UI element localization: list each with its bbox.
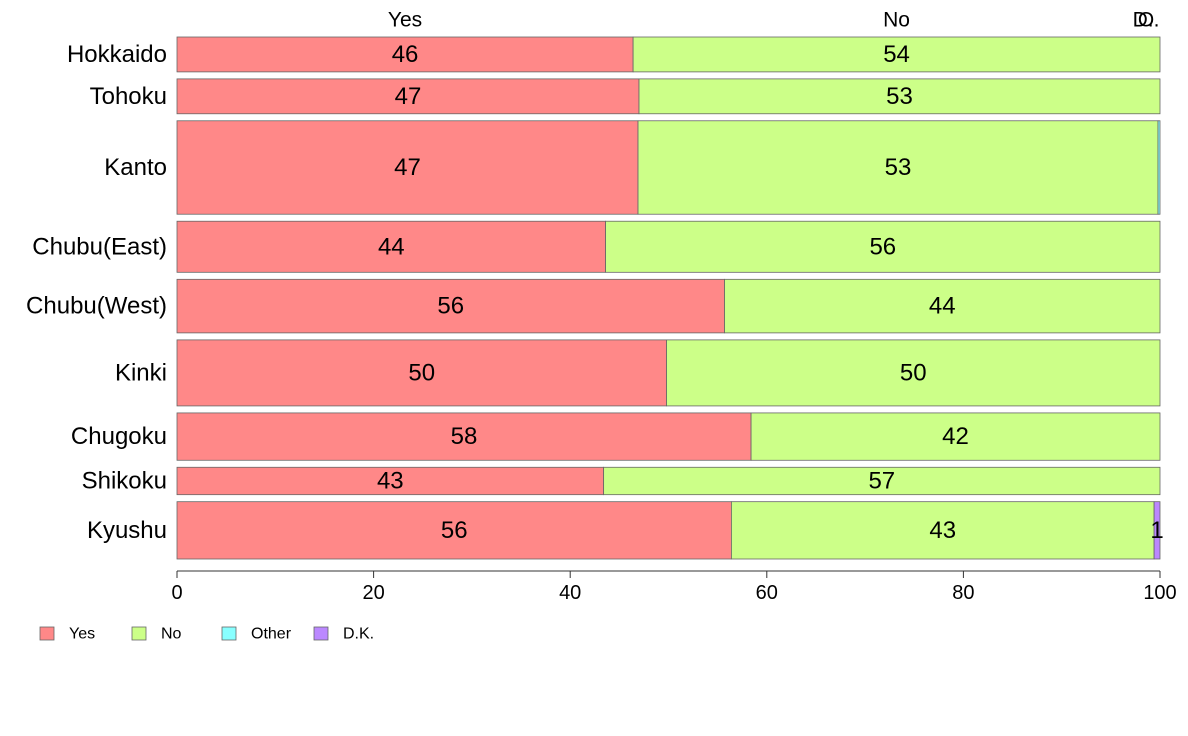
bars: 46 54 47 53 47 53 44 56 56 44 50 50 58 42 43 57 56 43 1: [176, 36, 1164, 560]
data-label-yes-8: 43: [377, 467, 404, 494]
category-label-8: Shikoku: [82, 467, 167, 494]
legend-label-1: Yes: [69, 626, 95, 643]
category-label-5: Chubu(West): [26, 293, 167, 320]
bar-yes-3: [176, 120, 639, 215]
data-label-yes-2: 47: [395, 83, 422, 110]
x-tick-label-2: 20: [362, 582, 384, 604]
data-label-no-6: 50: [900, 359, 927, 386]
bar-no-4: [605, 220, 1161, 273]
legend-label-3: Other: [251, 626, 292, 643]
bar-yes-5: [176, 278, 725, 334]
category-label-1: Hokkaido: [67, 41, 167, 68]
x-tick-label-3: 40: [559, 582, 581, 604]
data-label-yes-6: 50: [408, 359, 435, 386]
top-label-4: D..: [1133, 9, 1160, 32]
x-tick-label-6: 100: [1143, 582, 1176, 604]
category-label-7: Chugoku: [71, 423, 167, 450]
top-label-2: No: [883, 9, 910, 32]
top-category-labels: Yes No OD..: [388, 9, 1159, 32]
x-axis: 0 20 40 60 80 100: [171, 570, 1177, 604]
legend-swatch-3: [221, 626, 237, 641]
data-label-yes-5: 56: [437, 293, 464, 320]
x-tick-label-5: 80: [952, 582, 974, 604]
legend-label-2: No: [161, 626, 182, 643]
category-labels: Hokkaido Tohoku Kanto Chubu(East) Chubu(West…: [26, 41, 167, 544]
bar-yes-7: [176, 412, 752, 461]
data-label-no-9: 43: [929, 517, 956, 544]
legend-swatch-4: [313, 626, 329, 641]
bar-no-1: [632, 36, 1161, 73]
data-label-dk-9: 1: [1150, 517, 1163, 544]
bar-no-9: [731, 501, 1155, 560]
data-label-yes-9: 56: [441, 517, 468, 544]
data-label-yes-4: 44: [378, 233, 405, 260]
top-label-1: Yes: [388, 9, 422, 32]
bar-no-3: [637, 120, 1159, 215]
category-label-3: Kanto: [104, 154, 167, 181]
category-label-4: Chubu(East): [32, 233, 167, 260]
data-label-no-5: 44: [929, 293, 956, 320]
bar-no-2: [638, 78, 1161, 115]
data-label-no-3: 53: [885, 154, 912, 181]
bar-no-6: [666, 339, 1161, 407]
bar-no-8: [603, 466, 1161, 496]
category-label-9: Kyushu: [87, 517, 167, 544]
data-label-no-8: 57: [868, 467, 895, 494]
bar-no-7: [750, 412, 1161, 461]
x-tick-label-4: 60: [756, 582, 778, 604]
data-label-no-1: 54: [883, 41, 910, 68]
data-label-yes-1: 46: [392, 41, 419, 68]
bar-other-3: [1157, 120, 1161, 215]
legend-swatch-2: [131, 626, 147, 641]
category-label-2: Tohoku: [90, 83, 167, 110]
data-label-yes-3: 47: [394, 154, 421, 181]
category-label-6: Kinki: [115, 359, 167, 386]
bar-dk-9: [1153, 501, 1161, 560]
data-label-no-2: 53: [886, 83, 913, 110]
data-label-yes-7: 58: [451, 423, 478, 450]
bar-yes-6: [176, 339, 667, 407]
legend-swatch-1: [39, 626, 55, 641]
data-label-no-4: 56: [869, 233, 896, 260]
bar-no-5: [724, 278, 1161, 334]
x-tick-label-1: 0: [171, 582, 182, 604]
data-label-no-7: 42: [942, 423, 969, 450]
bar-yes-4: [176, 220, 606, 273]
bar-yes-8: [176, 466, 605, 496]
legend: Yes No Other D.K.: [39, 626, 374, 643]
legend-label-4: D.K.: [343, 626, 374, 643]
top-label-3: O: [1138, 9, 1154, 32]
